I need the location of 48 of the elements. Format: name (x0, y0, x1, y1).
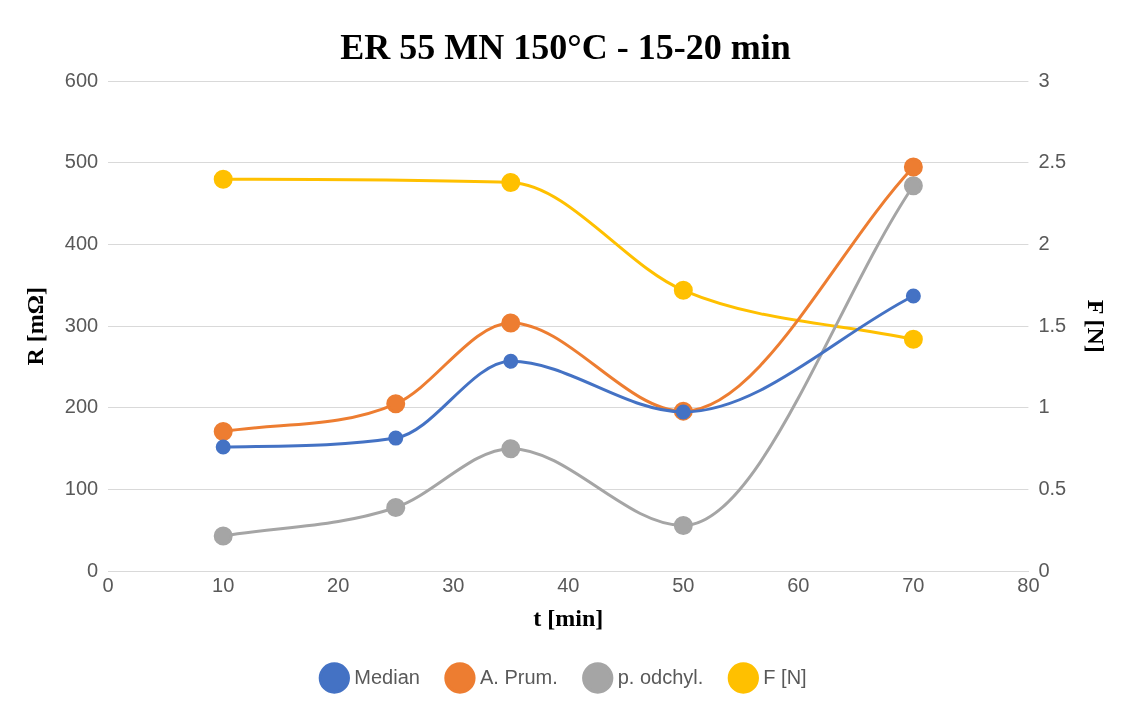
y-axis-title: R [mΩ] (21, 286, 48, 366)
y-tick-label: 300 (64, 313, 99, 336)
x-tick-label: 60 (787, 573, 810, 596)
point (673, 515, 693, 535)
legend-label: Median (354, 665, 420, 688)
y2-tick-label: 1.5 (1038, 313, 1067, 336)
point (501, 172, 521, 192)
x-tick-label: 50 (672, 573, 695, 596)
y-tick-label: 200 (64, 395, 99, 418)
y2-tick-label: 2.5 (1038, 150, 1067, 173)
legend-label: F [N] (763, 665, 807, 688)
legend-label: A. Prum. (479, 665, 558, 688)
chart-title: ER 55 MN 150°C - 15-20 min (340, 26, 791, 67)
point (215, 439, 231, 455)
y2-tick-label: 0.5 (1038, 477, 1067, 500)
point (903, 329, 923, 349)
x-tick-label: 70 (902, 573, 925, 596)
y-tick-label: 100 (64, 477, 99, 500)
x-tick-label: 10 (212, 573, 235, 596)
point (386, 498, 406, 517)
point (905, 288, 921, 304)
x-tick-label: 30 (442, 573, 465, 596)
y2-tick-label: 0 (1038, 558, 1050, 581)
point (213, 169, 233, 189)
point (903, 157, 923, 177)
point (673, 280, 693, 300)
x-tick-label: 80 (1017, 573, 1040, 596)
point (501, 439, 521, 459)
y-tick-label: 600 (64, 68, 99, 91)
x-axis-title: t [min] (533, 604, 604, 631)
point (903, 176, 923, 196)
x-tick-label: 20 (327, 573, 350, 596)
point (503, 353, 519, 369)
point (213, 526, 233, 546)
y2-tick-label: 3 (1038, 68, 1050, 91)
x-tick-label: 40 (557, 573, 580, 596)
y2-tick-label: 1 (1038, 395, 1050, 418)
point (213, 422, 233, 442)
point (386, 394, 406, 414)
point (501, 313, 521, 333)
point (388, 430, 404, 446)
y2-tick-label: 2 (1038, 232, 1050, 255)
legend-label: p. odchyl. (617, 665, 704, 688)
y-tick-label: 500 (64, 150, 99, 173)
y2-axis-title: F [N] (1083, 299, 1110, 353)
y-tick-label: 400 (64, 232, 99, 255)
x-tick-label: 0 (102, 573, 114, 596)
y-tick-label: 0 (87, 558, 99, 581)
